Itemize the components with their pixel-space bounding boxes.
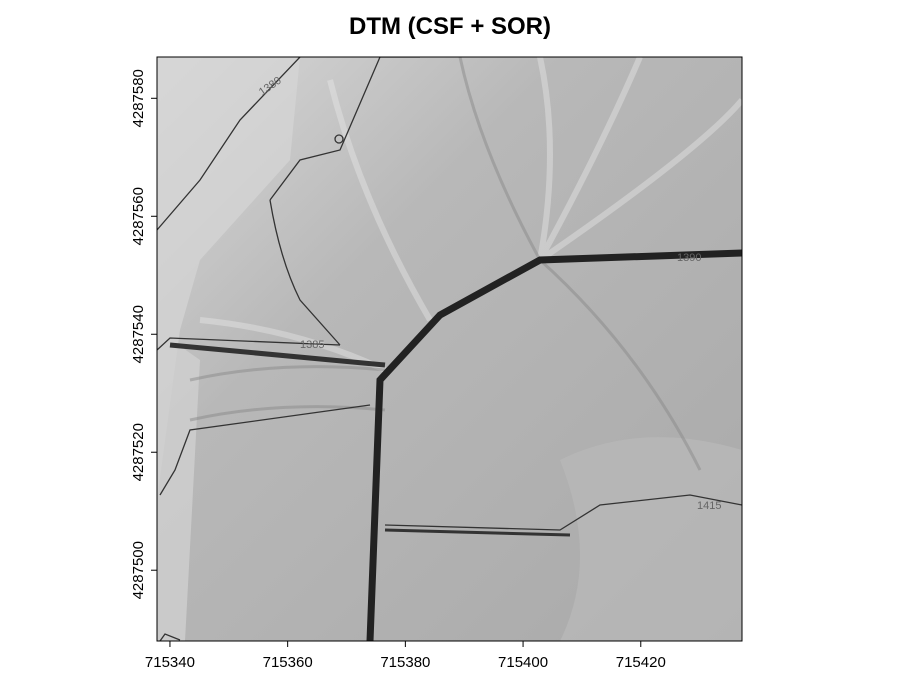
chart-title: DTM (CSF + SOR) xyxy=(349,13,551,40)
plot-frame xyxy=(156,56,743,642)
x-tick-label: 715420 xyxy=(616,654,666,671)
y-tick-label: 4287560 xyxy=(130,187,147,245)
y-tick-label: 4287500 xyxy=(130,541,147,599)
contour-label: 1390 xyxy=(677,252,701,264)
x-tick-label: 715360 xyxy=(263,654,313,671)
contour-label: 1385 xyxy=(300,339,324,351)
y-tick-label: 4287540 xyxy=(130,305,147,363)
y-tick-label: 4287520 xyxy=(130,423,147,481)
x-tick-label: 715340 xyxy=(145,654,195,671)
x-tick-label: 715380 xyxy=(380,654,430,671)
raster xyxy=(157,57,742,641)
y-tick-label: 4287580 xyxy=(130,69,147,127)
x-tick-label: 715400 xyxy=(498,654,548,671)
contour-label: 1415 xyxy=(697,500,721,512)
